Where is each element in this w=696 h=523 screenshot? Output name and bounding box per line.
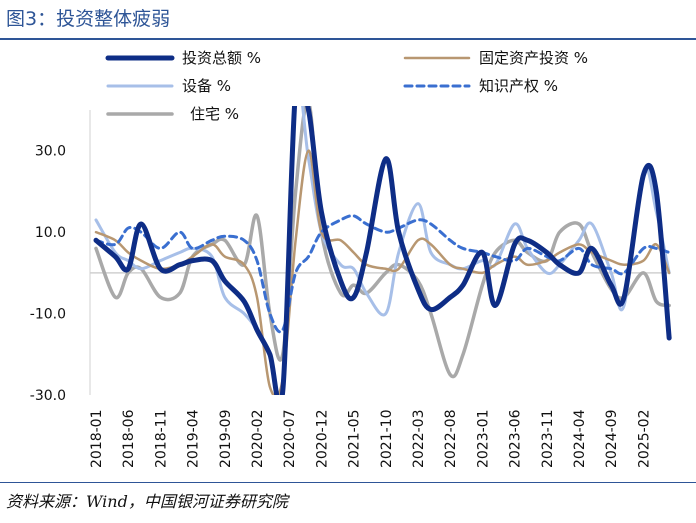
footer-rule — [0, 482, 696, 483]
y-tick-label: 30.0 — [35, 144, 66, 160]
source-note: 资料来源：Wind，中国银河证券研究院 — [6, 492, 288, 511]
legend-label: 住宅 % — [190, 105, 239, 123]
x-tick-label: 2018-11 — [153, 410, 169, 469]
x-tick-label: 2020-12 — [314, 410, 330, 469]
x-axis: 2018-01 2018-06 2018-11 2019-04 2019-09 2020-… — [89, 409, 652, 468]
x-tick-label: 2020-02 — [250, 410, 266, 469]
y-axis: 30.0 10.0 -10.0 -30.0 — [30, 110, 670, 404]
x-tick-label: 2023-11 — [540, 410, 556, 469]
legend-label: 设备 % — [182, 77, 231, 95]
legend-label: 投资总额 % — [182, 49, 261, 67]
series-line-1 — [94, 149, 671, 395]
series-line-0 — [93, 106, 672, 395]
series-line-3 — [94, 214, 671, 334]
x-tick-label: 2022-03 — [411, 410, 427, 469]
series-line-4 — [94, 106, 671, 379]
x-tick-label: 2019-04 — [186, 409, 202, 468]
x-tick-label: 2024-04 — [572, 409, 588, 468]
x-tick-label: 2022-08 — [443, 410, 459, 469]
y-tick-label: -30.0 — [30, 388, 66, 404]
x-tick-label: 2021-05 — [347, 410, 363, 469]
y-tick-label: 10.0 — [35, 225, 66, 241]
x-tick-label: 2023-06 — [508, 409, 524, 468]
x-tick-label: 2018-06 — [121, 409, 137, 468]
plot-area — [93, 106, 672, 395]
chart-legend: 投资总额 % 固定资产投资 % 设备 % 知识产权 % 住宅 % — [105, 49, 588, 123]
page-title: 图3：投资整体疲弱 — [6, 8, 171, 30]
x-tick-label: 2023-01 — [475, 409, 491, 468]
legend-label: 固定资产投资 % — [479, 49, 588, 67]
x-tick-label: 2021-10 — [379, 410, 395, 469]
x-tick-label: 2025-02 — [636, 410, 652, 469]
x-tick-label: 2019-09 — [218, 410, 234, 469]
legend-label: 知识产权 % — [479, 77, 558, 95]
chart: 投资总额 % 固定资产投资 % 设备 % 知识产权 % 住宅 % 30.0 10.0 -10… — [30, 49, 672, 468]
series-line-2 — [94, 106, 671, 395]
y-tick-label: -10.0 — [30, 307, 66, 323]
x-tick-label: 2020-07 — [282, 410, 298, 469]
title-rule — [0, 38, 696, 40]
x-tick-label: 2018-01 — [89, 410, 105, 469]
x-tick-label: 2024-09 — [604, 410, 620, 469]
